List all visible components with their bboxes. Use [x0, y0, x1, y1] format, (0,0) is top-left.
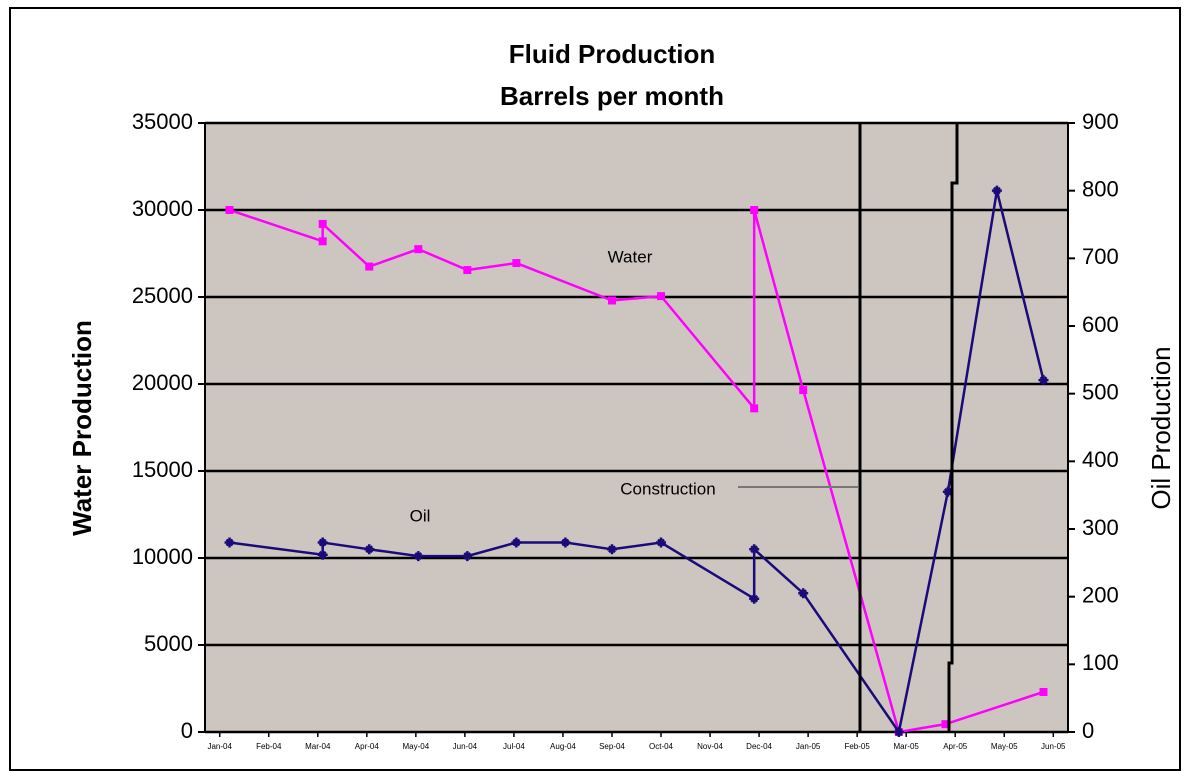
x-tick-label: Apr-05: [943, 742, 968, 751]
chart-subtitle: Barrels per month: [500, 81, 724, 111]
y-tick-label: 20000: [132, 370, 193, 395]
oil-marker: [560, 537, 571, 548]
x-tick-label: Feb-04: [256, 742, 282, 751]
oil-marker: [224, 537, 235, 548]
oil-marker: [317, 549, 328, 560]
x-tick-label: May-05: [991, 742, 1018, 751]
y-tick-label: 10000: [132, 544, 193, 569]
x-tick-label: Dec-04: [746, 742, 772, 751]
y-tick-label: 30000: [132, 196, 193, 221]
oil-marker: [317, 537, 328, 548]
x-tick-label: Jun-05: [1041, 742, 1066, 751]
x-tick-label: Mar-04: [305, 742, 331, 751]
y-tick-label: 35000: [132, 109, 193, 134]
oil-marker: [749, 544, 760, 555]
x-tick-label: Apr-04: [355, 742, 380, 751]
oil-marker: [893, 727, 904, 737]
plot-area: [205, 123, 1068, 732]
annotation: Construction: [620, 479, 715, 498]
y-tick-label: 0: [181, 718, 193, 743]
y2-tick-label: 300: [1082, 515, 1119, 540]
y2-axis-label: Oil Production: [1146, 346, 1176, 509]
oil-marker: [798, 588, 809, 599]
x-tick-label: Feb-05: [844, 742, 870, 751]
x-tick-label: Jan-04: [207, 742, 232, 751]
water-marker: [607, 296, 616, 305]
y2-tick-label: 400: [1082, 447, 1119, 472]
x-tick-label: Nov-04: [697, 742, 723, 751]
oil-marker: [1038, 375, 1049, 386]
oil-marker: [991, 185, 1002, 196]
x-tick-label: Jun-04: [453, 742, 478, 751]
y-tick-label: 15000: [132, 457, 193, 482]
x-tick-label: Oct-04: [649, 742, 674, 751]
annotation: Oil: [410, 506, 431, 525]
x-tick-label: Sep-04: [599, 742, 625, 751]
water-marker: [941, 720, 950, 729]
water-marker: [1039, 687, 1048, 696]
y-tick-label: 5000: [144, 631, 193, 656]
water-marker: [750, 206, 759, 214]
y-tick-label: 25000: [132, 283, 193, 308]
water-marker: [463, 266, 472, 275]
plot: [198, 121, 1075, 737]
x-tick-label: Mar-05: [894, 742, 920, 751]
oil-marker: [364, 544, 375, 555]
oil-marker: [942, 486, 953, 497]
water-marker: [414, 245, 423, 254]
y2-tick-label: 200: [1082, 582, 1119, 607]
x-tick-label: Aug-04: [550, 742, 576, 751]
y2-tick-label: 0: [1082, 718, 1094, 743]
chart-title: Fluid Production: [509, 39, 716, 69]
water-marker: [750, 404, 759, 413]
water-marker: [657, 292, 666, 301]
x-tick-label: Jul-04: [503, 742, 525, 751]
y2-tick-label: 800: [1082, 176, 1119, 201]
water-marker: [318, 219, 327, 228]
water-marker: [365, 262, 374, 271]
water-marker: [799, 386, 808, 395]
y2-tick-label: 900: [1082, 109, 1119, 134]
oil-marker: [606, 544, 617, 555]
oil-marker: [511, 537, 522, 548]
x-tick-label: Jan-05: [796, 742, 821, 751]
x-tick-label: May-04: [403, 742, 430, 751]
oil-marker: [413, 551, 424, 562]
y2-tick-label: 100: [1082, 650, 1119, 675]
annotation: Water: [608, 247, 653, 266]
oil-marker: [462, 551, 473, 562]
water-marker: [225, 206, 234, 214]
oil-marker: [656, 537, 667, 548]
water-marker: [512, 259, 521, 268]
y2-tick-label: 700: [1082, 244, 1119, 269]
y-axis-label: Water Production: [67, 320, 97, 536]
y2-tick-label: 600: [1082, 312, 1119, 337]
y2-tick-label: 500: [1082, 379, 1119, 404]
marker-line: [947, 123, 959, 732]
oil-marker: [749, 593, 760, 604]
water-marker: [318, 237, 327, 246]
